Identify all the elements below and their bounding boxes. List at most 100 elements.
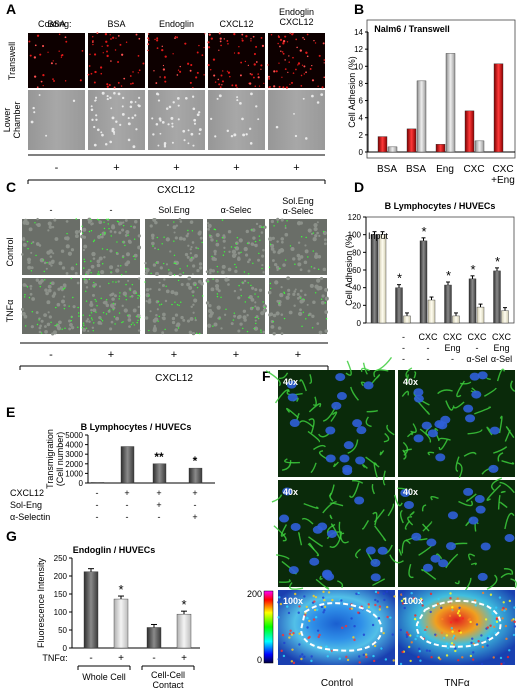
lower-cell-dot: [183, 139, 186, 142]
green-cell-dot: [36, 323, 39, 326]
endothelial-texture: [253, 326, 259, 331]
red-cell-dot: [161, 48, 164, 52]
green-cell-dot: [247, 273, 250, 275]
endothelial-texture: [174, 291, 179, 296]
endoglin-membrane-stain: [278, 372, 289, 380]
endothelial-texture: [293, 290, 297, 293]
red-cell-dot: [64, 80, 67, 82]
endothelial-texture: [258, 288, 263, 292]
heatmap-pixel: [292, 632, 295, 635]
colorbar-min-label: 0: [257, 655, 262, 665]
heatmap-pixel: [495, 620, 499, 623]
heatmap-pixel: [376, 591, 380, 594]
heatmap-pixel: [416, 634, 419, 638]
heatmap-pixel: [278, 596, 281, 599]
endoglin-membrane-stain: [493, 446, 508, 454]
endoglin-membrane-stain: [265, 370, 281, 387]
endothelial-texture: [182, 237, 186, 241]
panel-d-bar: [468, 278, 477, 324]
endothelial-texture: [113, 303, 116, 306]
heatmap-pixel: [417, 655, 420, 659]
red-cell-dot: [110, 38, 112, 40]
lower-cell-dot: [138, 104, 141, 108]
endoglin-membrane-stain: [466, 493, 477, 502]
green-cell-dot: [278, 302, 280, 304]
endothelial-texture: [262, 271, 265, 274]
heatmap-pixel: [440, 631, 444, 635]
endothelial-texture: [169, 250, 172, 253]
red-cell-dot: [52, 78, 54, 80]
endoglin-membrane-stain: [386, 424, 395, 436]
lower-cell-dot: [101, 133, 104, 137]
panel-c-row-label: Control: [5, 237, 15, 266]
lower-cell-dot: [163, 145, 167, 148]
panel-b-bar: [377, 136, 388, 153]
heatmap-pixel: [300, 657, 303, 661]
endoglin-membrane-stain: [273, 525, 287, 542]
panel-d-bar: [395, 287, 403, 324]
green-cell-dot: [38, 319, 40, 321]
green-cell-dot: [63, 307, 66, 310]
heatmap-pixel: [486, 626, 490, 629]
nucleus-stain: [413, 388, 424, 397]
endoglin-membrane-stain: [445, 553, 459, 569]
green-cell-dot: [30, 270, 33, 272]
panel-b-bar: [406, 128, 417, 153]
lower-cell-dot: [115, 120, 118, 123]
endoglin-membrane-stain: [360, 367, 370, 373]
endothelial-texture: [248, 294, 253, 300]
endothelial-texture: [285, 295, 290, 300]
endoglin-membrane-stain: [379, 450, 385, 456]
red-cell-dot: [292, 72, 295, 74]
endothelial-texture: [231, 249, 237, 255]
lower-cell-dot: [177, 104, 180, 107]
red-cell-dot: [303, 73, 305, 75]
green-cell-dot: [23, 296, 26, 298]
green-cell-dot: [70, 316, 73, 318]
endothelial-texture: [96, 259, 101, 264]
nucleus-stain: [377, 546, 388, 555]
green-cell-dot: [122, 241, 124, 243]
heatmap-pixel: [423, 630, 427, 633]
endoglin-membrane-stain: [409, 511, 415, 517]
red-cell-dot: [94, 70, 97, 74]
panel-d-y-tick-label: 100: [348, 231, 362, 240]
endothelial-texture: [63, 304, 66, 307]
endothelial-texture: [281, 240, 284, 244]
panel-b-bar: [416, 80, 427, 153]
endothelial-texture: [287, 292, 291, 296]
endothelial-texture: [88, 320, 91, 323]
green-cell-dot: [197, 247, 199, 250]
endothelial-texture: [254, 243, 258, 248]
lower-cell-dot: [230, 134, 234, 138]
endoglin-membrane-stain: [497, 452, 504, 462]
lower-cell-dot: [226, 129, 230, 133]
endothelial-texture: [194, 318, 197, 322]
green-cell-dot: [114, 323, 116, 325]
lower-cell-dot: [275, 125, 279, 129]
panel-e-bar: [152, 463, 167, 484]
heatmap-pixel: [399, 662, 403, 666]
endothelial-texture: [187, 276, 192, 281]
green-cell-dot: [238, 284, 240, 287]
endothelial-texture: [98, 256, 103, 261]
green-cell-dot: [307, 256, 309, 258]
endothelial-texture: [192, 311, 195, 314]
panel-d-y-tick-label: 60: [352, 266, 361, 275]
endoglin-membrane-stain: [329, 502, 344, 507]
panel-d-condition-label: -: [476, 343, 479, 353]
heatmap-pixel: [429, 610, 432, 614]
endothelial-texture: [199, 236, 203, 240]
green-cell-dot: [302, 311, 305, 313]
endothelial-texture: [151, 236, 155, 240]
red-cell-dot: [147, 33, 150, 35]
endothelial-texture: [21, 311, 26, 316]
lower-cell-dot: [165, 107, 169, 110]
green-cell-dot: [91, 319, 93, 321]
green-cell-dot: [125, 299, 127, 301]
panel-c-sign: +: [108, 349, 114, 361]
endothelial-texture: [195, 246, 198, 249]
red-cell-dot: [284, 35, 287, 38]
endothelial-texture: [123, 308, 128, 313]
red-cell-dot: [305, 51, 308, 54]
